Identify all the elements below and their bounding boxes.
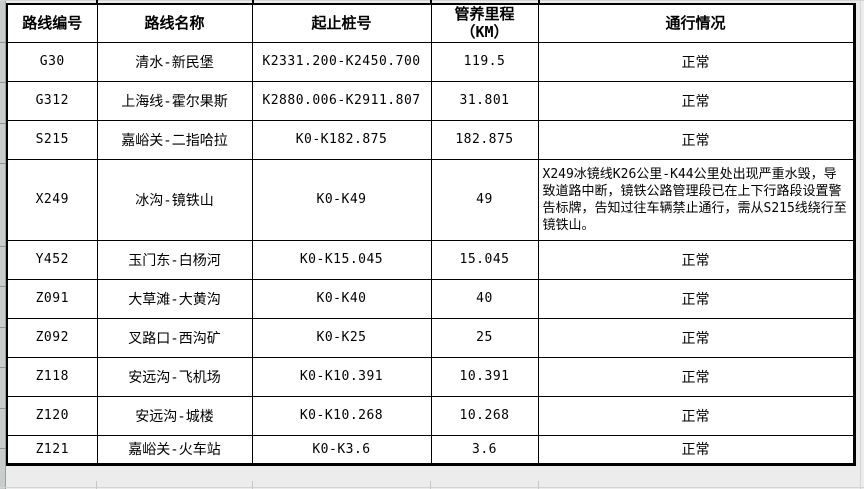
col-header-traffic-status: 通行情况 [537,3,855,43]
traffic-status-cell: 正常 [537,239,855,280]
mileage-cell: 10.391 [430,356,539,397]
gridline-stub [252,481,253,489]
gridline-stub [0,42,6,43]
table-row: S215 嘉峪关-二指哈拉 K0-K182.875 182.875 正常 [6,119,855,160]
table-row: X249 冰沟-镜铁山 K0-K49 49 X249冰镜线K26公里-K44公里… [6,158,855,241]
traffic-status-cell: 正常 [537,278,855,319]
route-name-cell: 大草滩-大黄沟 [96,278,253,319]
left-gutter-gridline [5,0,6,489]
gridline-top [0,0,864,1]
mileage-cell: 31.801 [430,80,539,121]
table-row: G30 清水-新民堡 K2331.200-K2450.700 119.5 正常 [6,41,855,82]
traffic-status-remark-cell: X249冰镜线K26公里-K44公里处出现严重水毁，导致道路中断，镜铁公路管理段… [537,158,855,241]
traffic-status-cell: 正常 [537,119,855,160]
route-code-cell: Y452 [6,239,98,280]
gridline-stub [0,246,6,247]
route-name-cell: 嘉峪关-火车站 [96,434,253,465]
route-code-cell: G312 [6,80,98,121]
route-name-cell: 清水-新民堡 [96,41,253,82]
route-code-cell: X249 [6,158,98,241]
gridline-stub [0,123,6,124]
stake-range-cell: K0-K40 [251,278,432,319]
gridline-bottom [0,487,864,488]
gridline-right [860,0,861,489]
mileage-cell: 119.5 [430,41,539,82]
table-row: Z092 叉路口-西沟矿 K0-K25 25 正常 [6,317,855,358]
stake-range-cell: K0-K49 [251,158,432,241]
route-name-cell: 安远沟-城楼 [96,395,253,436]
traffic-status-cell: 正常 [537,395,855,436]
gridline-stub [0,448,6,449]
route-code-cell: Z121 [6,434,98,465]
mileage-cell: 40 [430,278,539,319]
stake-range-cell: K2331.200-K2450.700 [251,41,432,82]
column-border-stub [538,0,540,4]
mileage-cell: 3.6 [430,434,539,465]
gridline-stub [430,481,431,489]
column-border-stub [96,0,98,4]
route-name-cell: 叉路口-西沟矿 [96,317,253,358]
route-code-cell: Z092 [6,317,98,358]
gridline-stub [0,286,6,287]
col-header-route-code: 路线编号 [6,3,98,43]
gridline-stub [0,327,6,328]
stake-range-cell: K0-K3.6 [251,434,432,465]
table-row: Z091 大草滩-大黄沟 K0-K40 40 正常 [6,278,855,319]
mileage-cell: 10.268 [430,395,539,436]
route-name-cell: 玉门东-白杨河 [96,239,253,280]
gridline-stub [0,367,6,368]
stake-range-cell: K0-K182.875 [251,119,432,160]
gridline-stub [0,408,6,409]
traffic-status-cell: 正常 [537,80,855,121]
traffic-status-cell: 正常 [537,356,855,397]
col-header-stake-range: 起止桩号 [251,3,432,43]
table-row: Z120 安远沟-城楼 K0-K10.268 10.268 正常 [6,395,855,436]
gridline-stub [96,481,97,489]
route-name-cell: 嘉峪关-二指哈拉 [96,119,253,160]
stake-range-cell: K0-K10.391 [251,356,432,397]
route-code-cell: Z118 [6,356,98,397]
traffic-status-cell: 正常 [537,317,855,358]
table-row: G312 上海线-霍尔果斯 K2880.006-K2911.807 31.801… [6,80,855,121]
mileage-cell: 49 [430,158,539,241]
route-code-cell: G30 [6,41,98,82]
table-row: Y452 玉门东-白杨河 K0-K15.045 15.045 正常 [6,239,855,280]
left-gutter [0,0,6,489]
route-name-cell: 冰沟-镜铁山 [96,158,253,241]
stake-range-cell: K0-K15.045 [251,239,432,280]
traffic-status-cell: 正常 [537,41,855,82]
gridline-stub [538,481,539,489]
col-header-mileage-line2: （KM） [460,23,509,42]
stake-range-cell: K0-K10.268 [251,395,432,436]
gridline-stub [0,163,6,164]
road-maintenance-table: 路线编号 路线名称 起止桩号 管养里程 （KM） 通行情况 G30 清水-新民堡… [6,3,856,466]
route-code-cell: S215 [6,119,98,160]
stake-range-cell: K0-K25 [251,317,432,358]
route-name-cell: 上海线-霍尔果斯 [96,80,253,121]
col-header-mileage: 管养里程 （KM） [430,3,539,43]
gridline-stub [0,82,6,83]
route-code-cell: Z091 [6,278,98,319]
stake-range-cell: K2880.006-K2911.807 [251,80,432,121]
col-header-mileage-line1: 管养里程 [454,5,515,24]
mileage-cell: 15.045 [430,239,539,280]
route-name-cell: 安远沟-飞机场 [96,356,253,397]
col-header-route-name: 路线名称 [96,3,253,43]
mileage-cell: 182.875 [430,119,539,160]
header-row: 路线编号 路线名称 起止桩号 管养里程 （KM） 通行情况 [6,3,855,43]
mileage-cell: 25 [430,317,539,358]
table-row: Z118 安远沟-飞机场 K0-K10.391 10.391 正常 [6,356,855,397]
column-border-stub [430,0,432,4]
column-border-stub [252,0,254,4]
table-row: Z121 嘉峪关-火车站 K0-K3.6 3.6 正常 [6,434,855,465]
route-code-cell: Z120 [6,395,98,436]
traffic-status-cell: 正常 [537,434,855,465]
